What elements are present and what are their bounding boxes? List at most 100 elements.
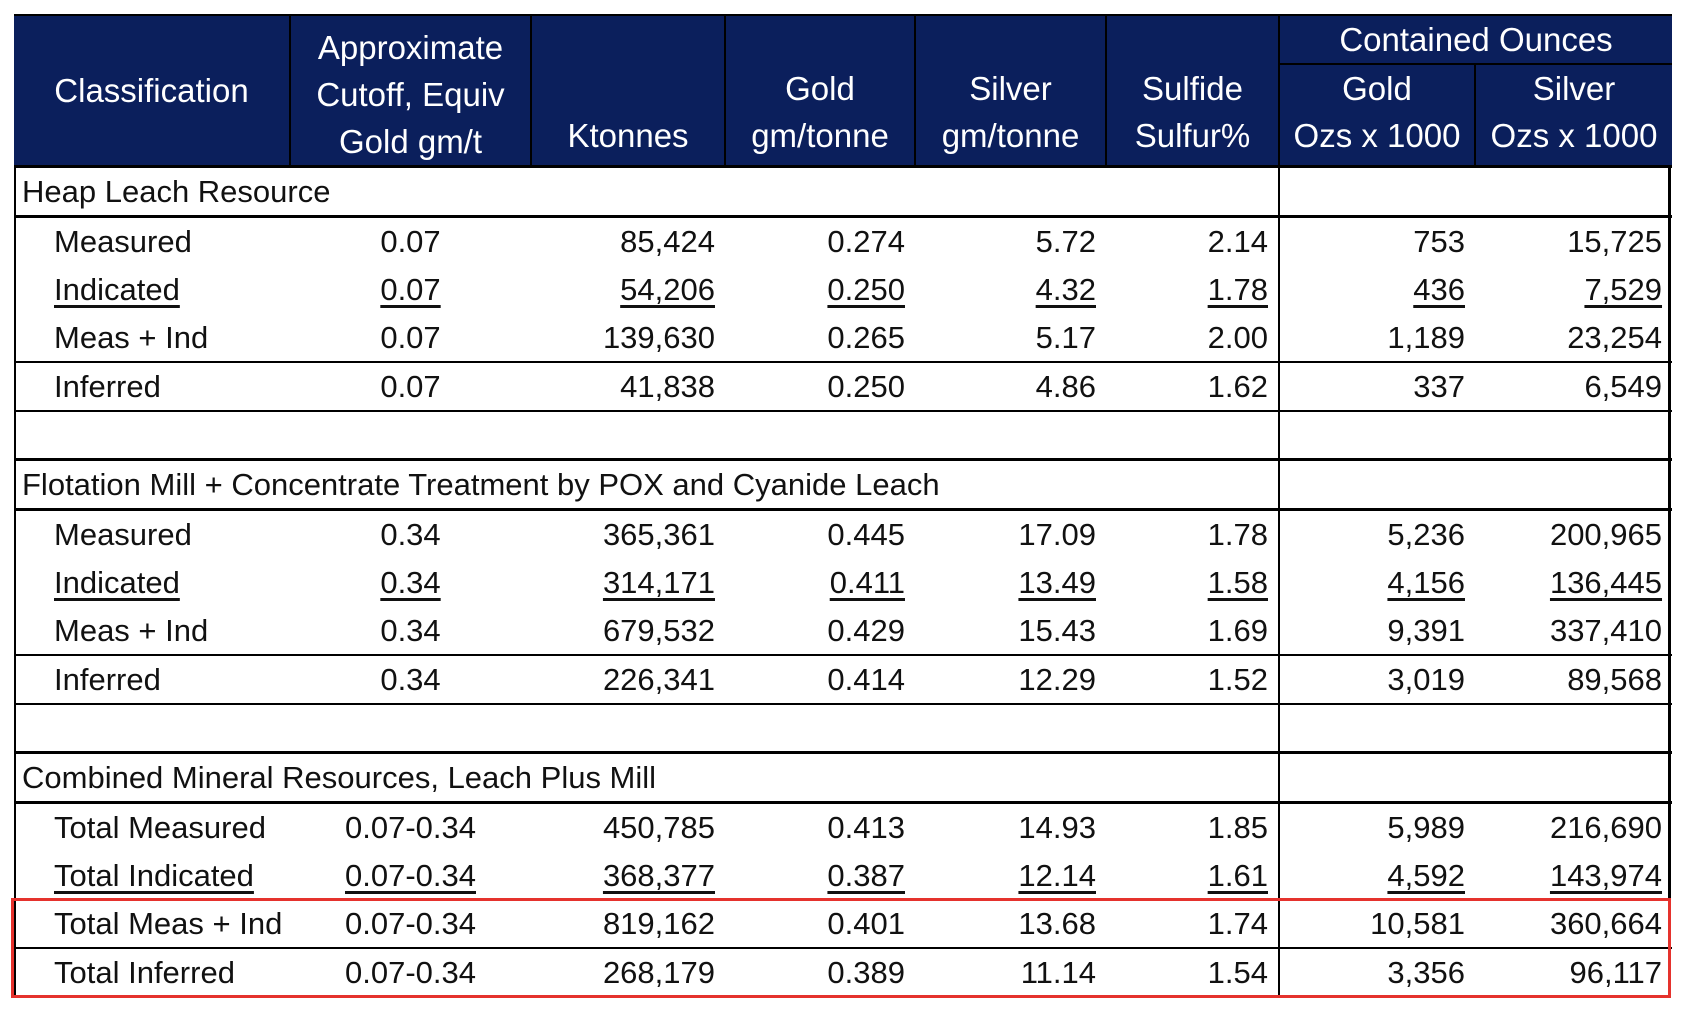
contained-silver-value: 200,965	[1475, 510, 1672, 559]
contained-silver-value: 337,410	[1475, 607, 1672, 656]
ktonnes-value: 450,785	[531, 803, 725, 852]
ktonnes-value-text: 368,377	[602, 857, 715, 893]
ktonnes-value: 368,377	[531, 852, 725, 900]
contained-silver-value-text: 7,529	[1584, 271, 1663, 307]
gold-grade-value: 0.387	[725, 852, 915, 900]
ktonnes-value: 54,206	[531, 266, 725, 314]
row-classification: Total Indicated	[14, 852, 290, 900]
gold-grade-value-text: 0.387	[827, 857, 905, 893]
section-title: Flotation Mill + Concentrate Treatment b…	[14, 458, 1279, 511]
table-row: Total Inferred 0.07-0.34 268,179 0.389 11.14…	[14, 947, 1673, 996]
header-ktonnes: Ktonnes	[530, 14, 725, 167]
row-classification-text: Indicated	[54, 564, 180, 600]
section-blank-cell	[1277, 751, 1673, 804]
silver-grade-value-text: 15.43	[1018, 612, 1096, 648]
cutoff-value: 0.07-0.34	[290, 947, 531, 996]
ktonnes-value: 41,838	[531, 361, 725, 411]
ktonnes-value-text: 819,162	[602, 905, 715, 941]
contained-silver-value: 15,725	[1475, 217, 1672, 266]
table-row: Inferred 0.34 226,341 0.414 12.29 1.52 3,019 89…	[14, 654, 1673, 704]
cutoff-value-text: 0.07-0.34	[345, 857, 476, 893]
cutoff-value-text: 0.07	[380, 368, 441, 404]
contained-silver-value: 6,549	[1475, 361, 1673, 411]
gold-grade-value-text: 0.250	[827, 368, 905, 404]
section-blank-cell	[1277, 458, 1673, 511]
contained-silver-value-text: 6,549	[1584, 368, 1663, 404]
cutoff-value: 0.07-0.34	[290, 803, 531, 852]
row-classification: Measured	[14, 217, 290, 266]
row-classification-text: Total Inferred	[54, 954, 235, 990]
gold-grade-value: 0.265	[725, 314, 915, 363]
ktonnes-value: 679,532	[531, 607, 725, 656]
contained-gold-value: 3,019	[1278, 654, 1475, 704]
silver-grade-value: 12.14	[915, 852, 1106, 900]
silver-grade-value-text: 11.14	[1020, 954, 1096, 990]
contained-gold-value: 4,592	[1278, 851, 1475, 900]
table-row: Meas + Ind 0.07 139,630 0.265 5.17 2.00 1,189 2…	[14, 313, 1672, 363]
ktonnes-value-text: 85,424	[620, 223, 715, 259]
table-row: Measured 0.07 85,424 0.274 5.72 2.14 753 15,725	[14, 216, 1672, 266]
gold-grade-value: 0.413	[725, 803, 915, 852]
contained-silver-value: 143,974	[1475, 852, 1672, 900]
section-heading-row: Combined Mineral Resources, Leach Plus M…	[14, 751, 1673, 804]
silver-grade-value: 4.86	[915, 361, 1106, 411]
silver-grade-value-text: 5.17	[1035, 319, 1096, 355]
row-classification-text: Meas + Ind	[54, 319, 209, 355]
ktonnes-value-text: 450,785	[602, 809, 715, 845]
sulfur-value: 1.78	[1106, 510, 1279, 559]
contained-gold-value-text: 10,581	[1370, 905, 1465, 941]
resource-table-container: Classification Approximate Cutoff, Equiv G…	[11, 14, 1673, 998]
ktonnes-value-text: 41,838	[620, 368, 715, 404]
cutoff-value: 0.07	[290, 266, 531, 314]
contained-silver-value-text: 23,254	[1567, 319, 1663, 355]
contained-gold-value-text: 3,356	[1387, 954, 1465, 990]
cutoff-value: 0.07-0.34	[290, 852, 531, 900]
ktonnes-value-text: 54,206	[620, 271, 715, 307]
silver-grade-value: 13.49	[915, 559, 1106, 607]
cutoff-value: 0.34	[290, 607, 531, 656]
header-contained-gold: Gold Ozs x 1000	[1278, 64, 1475, 167]
cutoff-value-text: 0.07-0.34	[345, 954, 476, 990]
header-cutoff: Approximate Cutoff, Equiv Gold gm/t	[289, 14, 531, 167]
spacer-cell	[1277, 703, 1673, 753]
contained-gold-value-text: 3,019	[1387, 661, 1465, 697]
table-row: Measured 0.34 365,361 0.445 17.09 1.78 5,236 20…	[14, 509, 1672, 559]
row-classification-text: Measured	[54, 516, 192, 552]
contained-gold-value-text: 337	[1413, 368, 1465, 404]
gold-grade-value-text: 0.429	[827, 612, 905, 648]
sulfur-value-text: 1.52	[1207, 661, 1268, 697]
header-contained-ounces: Contained Ounces	[1277, 14, 1673, 65]
gold-grade-value: 0.445	[725, 510, 915, 559]
silver-grade-value-text: 14.93	[1018, 809, 1096, 845]
contained-gold-value-text: 5,989	[1387, 809, 1465, 845]
contained-silver-value: 136,445	[1475, 559, 1672, 607]
contained-silver-value-text: 216,690	[1549, 809, 1663, 845]
gold-grade-value: 0.401	[725, 900, 915, 949]
contained-gold-value: 1,189	[1278, 313, 1475, 362]
sulfur-value: 1.58	[1106, 559, 1279, 607]
silver-grade-value: 12.29	[915, 654, 1106, 704]
ktonnes-value-text: 314,171	[602, 564, 715, 600]
silver-grade-value-text: 17.09	[1018, 516, 1096, 552]
cutoff-value-text: 0.07	[380, 223, 441, 259]
header-row-1: Classification Approximate Cutoff, Equiv G…	[14, 14, 1673, 167]
ktonnes-value: 226,341	[531, 654, 725, 704]
silver-grade-value: 15.43	[915, 607, 1106, 656]
ktonnes-value-text: 268,179	[602, 954, 715, 990]
sulfur-value-text: 1.54	[1207, 954, 1268, 990]
section-title: Combined Mineral Resources, Leach Plus M…	[14, 751, 1279, 804]
contained-silver-value: 89,568	[1475, 654, 1673, 704]
row-classification-text: Inferred	[54, 368, 161, 404]
sulfur-value: 2.00	[1106, 314, 1279, 363]
row-classification-text: Total Indicated	[54, 857, 254, 893]
gold-grade-value: 0.250	[725, 361, 915, 411]
cutoff-value: 0.07	[290, 314, 531, 363]
ktonnes-value: 268,179	[531, 947, 725, 996]
header-classification: Classification	[14, 14, 290, 167]
ktonnes-value: 85,424	[531, 217, 725, 266]
contained-silver-value-text: 143,974	[1549, 857, 1663, 893]
cutoff-value: 0.34	[290, 559, 531, 607]
gold-grade-value: 0.274	[725, 217, 915, 266]
contained-gold-value-text: 4,156	[1387, 564, 1465, 600]
section-blank-cell	[1277, 165, 1673, 218]
